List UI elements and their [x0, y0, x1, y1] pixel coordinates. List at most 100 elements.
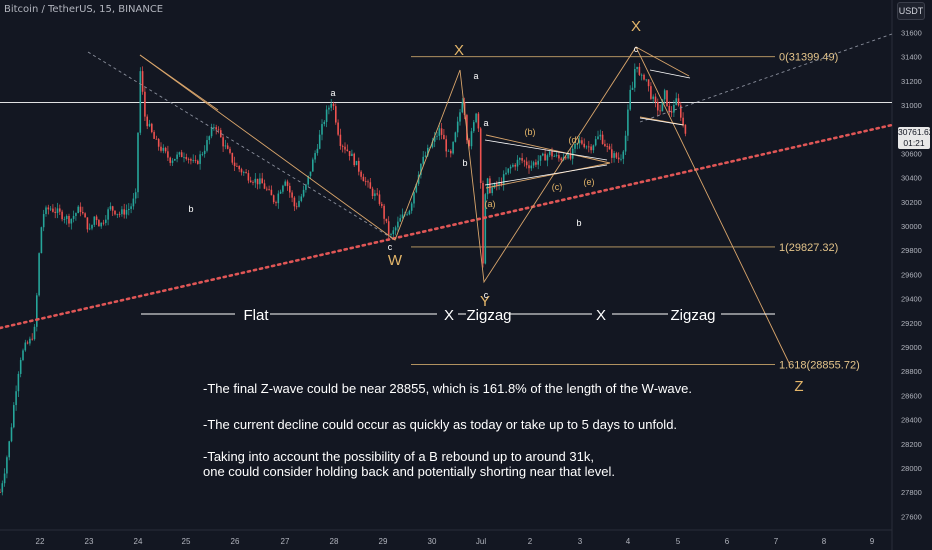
candle-body [24, 342, 27, 351]
candle-body [673, 104, 675, 113]
candle-body [620, 158, 622, 160]
candle-body [507, 168, 510, 173]
candle-body [399, 218, 401, 222]
candle-body [512, 164, 514, 167]
candle-body [77, 206, 79, 214]
note-1: -The final Z-wave could be near 28855, w… [203, 381, 692, 396]
y-tick-label: 30600 [901, 149, 922, 158]
candle-body [433, 136, 436, 142]
wave-line [139, 54, 219, 111]
candle-body [65, 215, 68, 219]
candle-body [40, 227, 43, 254]
candle-body [335, 106, 337, 123]
structure-label: Flat [243, 307, 269, 324]
candle-body [477, 113, 480, 129]
small-wave-label: (e) [584, 177, 595, 187]
candle-body [160, 146, 162, 151]
candle-body [141, 71, 144, 92]
candle-body [415, 183, 418, 193]
note-3: -Taking into account the possibility of … [203, 449, 615, 479]
candle-body [300, 196, 303, 201]
candle-body [528, 165, 530, 169]
candle-body [482, 183, 484, 264]
candle-body [174, 158, 176, 161]
y-tick-label: 29400 [901, 295, 922, 304]
candle-body [470, 131, 473, 147]
candle-body [282, 185, 284, 192]
x-tick-label: 25 [182, 537, 191, 546]
candle-body [13, 405, 15, 428]
candle-body [146, 116, 148, 127]
candle-body [337, 122, 339, 135]
candle-body [348, 151, 351, 157]
x-tick-label: 5 [676, 537, 681, 546]
candle-body [643, 74, 645, 80]
candle-body [491, 187, 493, 194]
candle-body [217, 129, 220, 131]
small-wave-label: b [462, 158, 467, 168]
candle-body [397, 221, 399, 228]
candle-body [164, 147, 167, 152]
wave-line [139, 46, 791, 366]
candle-body [486, 178, 489, 195]
wave-line [485, 134, 611, 189]
candle-body [236, 166, 238, 167]
candle-body [82, 211, 84, 214]
currency-button[interactable]: USDT [897, 2, 925, 20]
y-tick-label: 28200 [901, 440, 922, 449]
candle-body [680, 105, 682, 118]
x-tick-label: 23 [85, 537, 94, 546]
candle-body [420, 163, 422, 175]
candle-body [645, 79, 648, 81]
candle-body [293, 197, 296, 207]
candle-body [59, 208, 61, 212]
candle-body [546, 155, 549, 161]
last-price-value: 30761.62 [898, 127, 932, 137]
candle-body [576, 143, 579, 144]
candle-body [17, 373, 20, 392]
candle-body [190, 159, 192, 161]
candle-body [551, 151, 553, 157]
candle-body [86, 217, 89, 230]
candle-body [360, 171, 362, 177]
candle-body [254, 178, 257, 183]
candle-body [555, 155, 558, 157]
candle-body [153, 132, 155, 139]
candle-body [530, 165, 533, 169]
candle-body [567, 153, 569, 159]
candle-body [72, 215, 75, 219]
wave-line [635, 46, 690, 77]
candle-body [243, 172, 245, 173]
small-wave-label: (d) [569, 135, 580, 145]
candle-body [516, 159, 519, 167]
price-scale [892, 0, 932, 550]
candle-body [6, 457, 8, 474]
candle-body [259, 178, 261, 185]
candle-body [33, 326, 36, 340]
big-wave-label: W [388, 252, 403, 269]
candle-body [558, 155, 560, 159]
candle-body [654, 96, 657, 103]
candle-body [489, 178, 491, 194]
candle-body [252, 182, 254, 183]
candle-body [79, 206, 82, 212]
y-tick-label: 28400 [901, 416, 922, 425]
small-wave-label: a [483, 118, 488, 128]
y-tick-label: 28000 [901, 464, 922, 473]
x-tick-label: 22 [36, 537, 45, 546]
candle-body [341, 145, 344, 147]
candle-body [318, 134, 321, 149]
candle-body [650, 86, 652, 99]
candle-body [169, 157, 171, 163]
candle-body [183, 156, 185, 158]
y-tick-label: 28600 [901, 391, 922, 400]
candle-body [615, 153, 618, 158]
candle-body [240, 169, 243, 173]
candle-body [220, 130, 222, 138]
candle-body [222, 137, 224, 147]
candle-body [75, 213, 77, 216]
candle-body [199, 154, 201, 164]
x-tick-label: 27 [281, 537, 290, 546]
